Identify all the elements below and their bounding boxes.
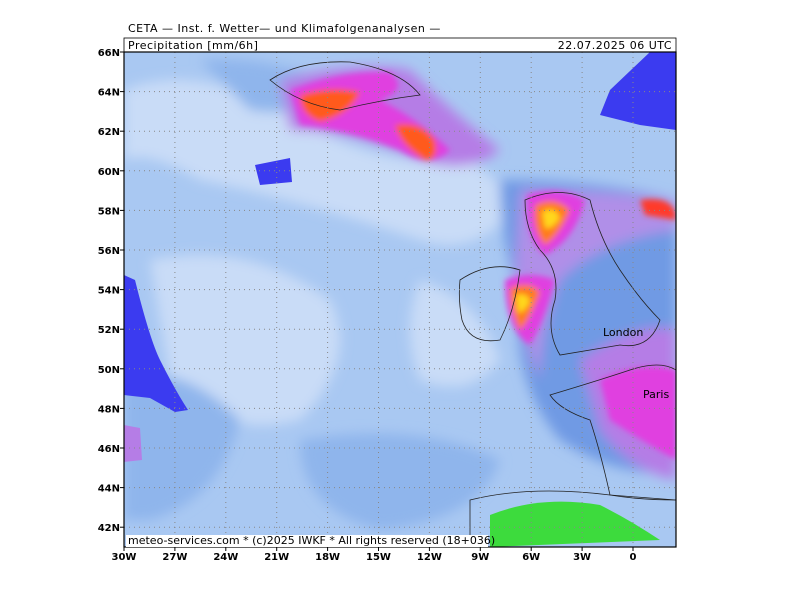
heavy-patch (255, 158, 292, 185)
lat-label: 58N (98, 206, 120, 217)
lon-label: 30W (112, 552, 137, 563)
heavy-patch (124, 425, 142, 462)
heavy-patch (600, 52, 676, 130)
lat-label: 42N (98, 523, 120, 534)
lon-label: 18W (315, 552, 340, 563)
lon-label: 6W (522, 552, 540, 563)
precipitation-field (124, 52, 676, 547)
credit-box (126, 535, 488, 547)
lat-label: 60N (98, 167, 120, 178)
lat-label: 52N (98, 325, 120, 336)
lat-label: 66N (98, 48, 120, 59)
lat-label: 64N (98, 88, 120, 99)
heavy-patch (124, 275, 188, 412)
lon-label: 3W (573, 552, 591, 563)
city-label: Paris (643, 388, 669, 401)
lon-label: 9W (471, 552, 489, 563)
lat-label: 48N (98, 404, 120, 415)
city-label: London (603, 326, 643, 339)
lon-label: 15W (366, 552, 391, 563)
axes: 66N 64N 62N 60N 58N 56N 54N 52N 50N 48N 46N 44N 42N 3… (98, 48, 637, 563)
lon-label: 21W (264, 552, 289, 563)
parameter-label: Precipitation [mm/6h] (128, 39, 258, 52)
header-title: CETA — Inst. f. Wetter— und Klimafolgena… (128, 22, 441, 35)
lon-label: 24W (213, 552, 238, 563)
lat-label: 62N (98, 127, 120, 138)
lat-label: 50N (98, 365, 120, 376)
lat-label: 44N (98, 484, 120, 495)
grid (124, 52, 676, 547)
lon-label: 12W (417, 552, 442, 563)
dry-land (490, 501, 660, 547)
lat-label: 46N (98, 444, 120, 455)
lat-label: 54N (98, 286, 120, 297)
valid-time: 22.07.2025 06 UTC (558, 39, 672, 52)
lat-label: 56N (98, 246, 120, 257)
lon-label: 0 (630, 552, 637, 563)
credit: meteo-services.com * (c)2025 IWKF * All … (128, 534, 495, 547)
coastlines (269, 61, 676, 547)
lon-label: 27W (162, 552, 187, 563)
